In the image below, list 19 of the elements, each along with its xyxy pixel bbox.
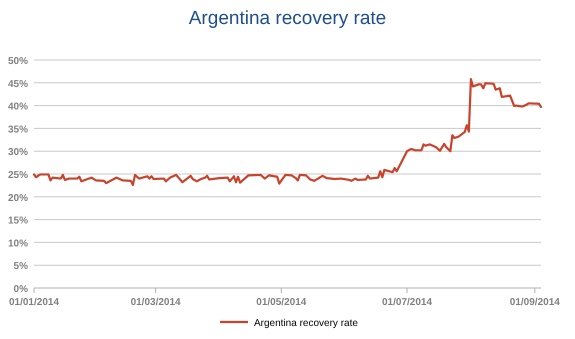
y-tick-label: 20% (8, 192, 28, 204)
x-tick-label: 01/03/2014 (130, 297, 182, 308)
y-tick-label: 50% (8, 56, 28, 67)
y-tick-label: 10% (8, 238, 28, 250)
y-tick-label: 5% (14, 261, 28, 272)
y-tick-label: 15% (8, 216, 28, 227)
x-tick-label: 01/01/2014 (8, 297, 60, 308)
x-tick-label: 01/05/2014 (256, 297, 307, 308)
y-tick-label: 40% (8, 102, 28, 113)
x-tick-label: 01/09/2014 (510, 297, 560, 308)
line-series (32, 78, 542, 186)
y-tick-label: 35% (8, 124, 28, 136)
chart-title: Argentina recovery rate (188, 8, 386, 29)
y-tick-label: 25% (8, 170, 28, 181)
y-tick-label: 30% (8, 147, 28, 158)
legend-label: Argentina recovery rate (254, 318, 358, 329)
y-tick-label: 0% (14, 284, 28, 295)
y-tick-label: 45% (8, 78, 28, 90)
x-tick-label: 01/07/2014 (382, 297, 432, 308)
